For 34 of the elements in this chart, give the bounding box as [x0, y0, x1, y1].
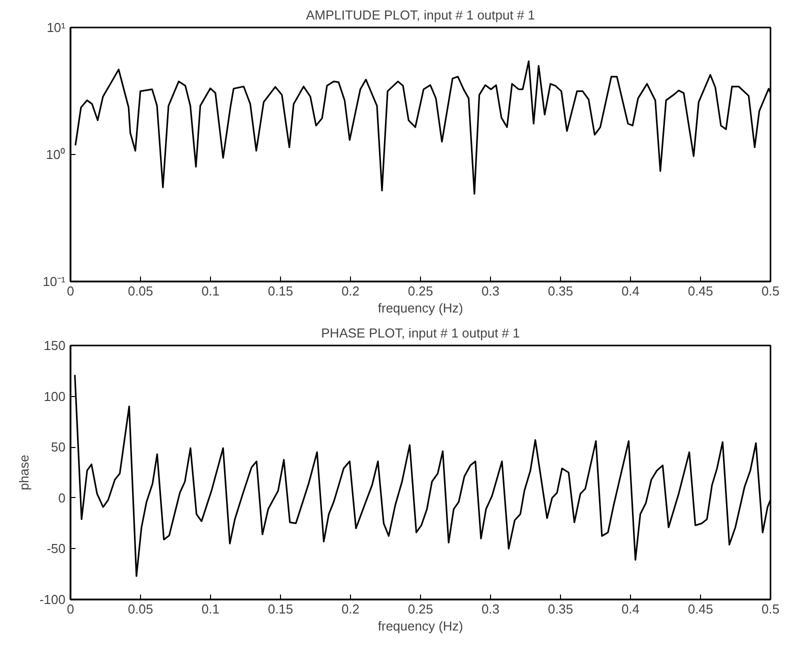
- x-tick-label: 0.05: [128, 602, 154, 616]
- y-tick-label: 150: [44, 338, 66, 353]
- x-axis-title: frequency (Hz): [378, 300, 464, 316]
- x-tick-label: 0.5: [761, 602, 780, 616]
- x-tick-label: 0.2: [341, 284, 360, 298]
- chart-title: AMPLITUDE PLOT, input # 1 output # 1: [306, 8, 536, 22]
- x-tick-label: 0.4: [621, 602, 640, 616]
- x-tick-label: 0.15: [268, 284, 294, 298]
- x-tick-label: 0.35: [548, 284, 574, 298]
- x-tick-label: 0.45: [688, 602, 714, 616]
- x-tick-label: 0.25: [408, 602, 434, 616]
- x-tick-label: 0.4: [621, 284, 640, 298]
- y-tick-label: 10⁰: [46, 147, 66, 162]
- x-tick-label: 0.05: [128, 284, 154, 298]
- x-axis-title: frequency (Hz): [378, 618, 464, 634]
- x-tick-label: 0.1: [201, 284, 220, 298]
- y-tick-label: -100: [39, 592, 66, 607]
- y-tick-label: 0: [58, 490, 66, 506]
- y-axis-title: phase: [16, 454, 32, 490]
- x-tick-label: 0.2: [341, 602, 360, 616]
- x-tick-label: 0.1: [201, 602, 220, 616]
- x-tick-label: 0.35: [548, 602, 574, 616]
- y-tick-label: 50: [51, 440, 66, 455]
- x-tick-label: 0.5: [761, 284, 780, 298]
- y-tick-label: 10¹: [46, 20, 66, 35]
- y-tick-label: 10⁻¹: [42, 274, 66, 289]
- y-tick-label: 100: [44, 388, 66, 404]
- x-tick-label: 0.45: [688, 284, 714, 298]
- x-tick-label: 0.25: [408, 284, 434, 298]
- y-tick-label: -50: [46, 541, 66, 556]
- x-tick-label: 0.3: [481, 602, 500, 616]
- x-tick-label: 0.15: [268, 602, 294, 616]
- chart-title: PHASE PLOT, input # 1 output # 1: [321, 326, 520, 340]
- x-tick-label: 0.3: [481, 284, 500, 298]
